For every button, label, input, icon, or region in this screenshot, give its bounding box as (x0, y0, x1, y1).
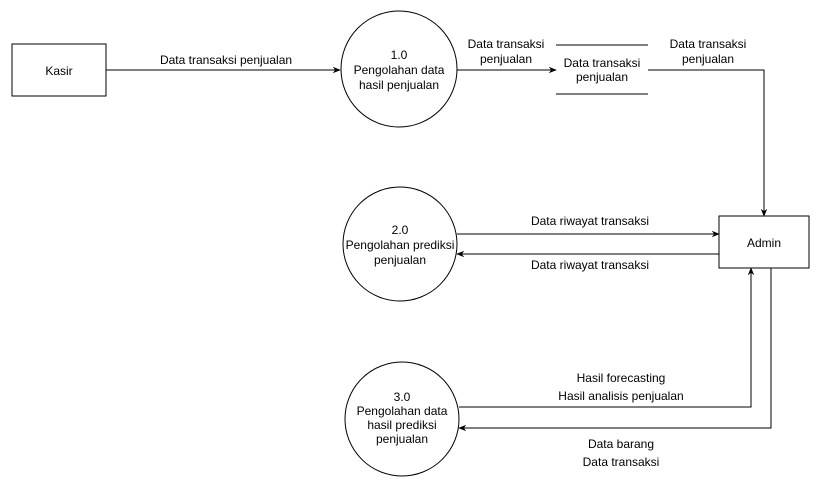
flow-admin-to-p2: Data riwayat transaksi (456, 250, 719, 272)
process-3: 3.0 Pengolahan data hasil prediksi penju… (344, 361, 460, 477)
process-1-number: 1.0 (391, 48, 408, 62)
datastore-transaksi: Data transaksi penjualan (556, 44, 648, 95)
process-1: 1.0 Pengolahan data hasil penjualan (340, 10, 458, 128)
flow-kasir-to-p1: Data transaksi penjualan (106, 53, 341, 74)
flow-p2-to-admin: Data riwayat transaksi (457, 214, 720, 238)
flow-p1-to-datastore-line2: penjualan (480, 52, 532, 66)
flow-admin-to-p3-line1: Data barang (588, 437, 654, 451)
process-2-number: 2.0 (392, 223, 409, 237)
entity-admin: Admin (718, 215, 810, 269)
process-1-label-line2: hasil penjualan (359, 78, 439, 92)
flow-p3-to-admin-line1: Hasil forecasting (577, 371, 666, 385)
flow-p1-to-datastore: Data transaksi penjualan (457, 37, 557, 74)
flow-p2-to-admin-label: Data riwayat transaksi (531, 214, 649, 228)
flow-kasir-to-p1-label: Data transaksi penjualan (160, 53, 292, 67)
entity-kasir-label: Kasir (45, 64, 72, 78)
entity-kasir: Kasir (11, 43, 107, 97)
flow-p3-to-admin-line2: Hasil analisis penjualan (558, 389, 683, 403)
datastore-label-line1: Data transaksi (564, 56, 641, 70)
process-3-label-line3: penjualan (376, 432, 428, 446)
entity-admin-label: Admin (747, 236, 781, 250)
flow-admin-to-p2-label: Data riwayat transaksi (531, 258, 649, 272)
flow-p1-to-datastore-line1: Data transaksi (468, 37, 545, 51)
process-2-label-line2: penjualan (374, 253, 426, 267)
process-2: 2.0 Pengolahan prediksi penjualan (342, 186, 458, 302)
flow-admin-to-p3: Data barang Data transaksi (458, 268, 772, 469)
flow-datastore-to-admin: Data transaksi penjualan (648, 37, 768, 217)
datastore-label-line2: penjualan (576, 70, 628, 84)
flow-admin-to-p3-line2: Data transaksi (583, 455, 660, 469)
process-3-label-line1: Pengolahan data (357, 404, 448, 418)
process-2-label-line1: Pengolahan prediksi (346, 238, 455, 252)
process-3-number: 3.0 (394, 390, 411, 404)
flow-p3-to-admin: Hasil forecasting Hasil analisis penjual… (459, 267, 755, 408)
flow-datastore-to-admin-line1: Data transaksi (670, 37, 747, 51)
process-3-label-line2: hasil prediksi (367, 418, 436, 432)
process-1-label-line1: Pengolahan data (354, 63, 445, 77)
flow-datastore-to-admin-line2: penjualan (682, 52, 734, 66)
